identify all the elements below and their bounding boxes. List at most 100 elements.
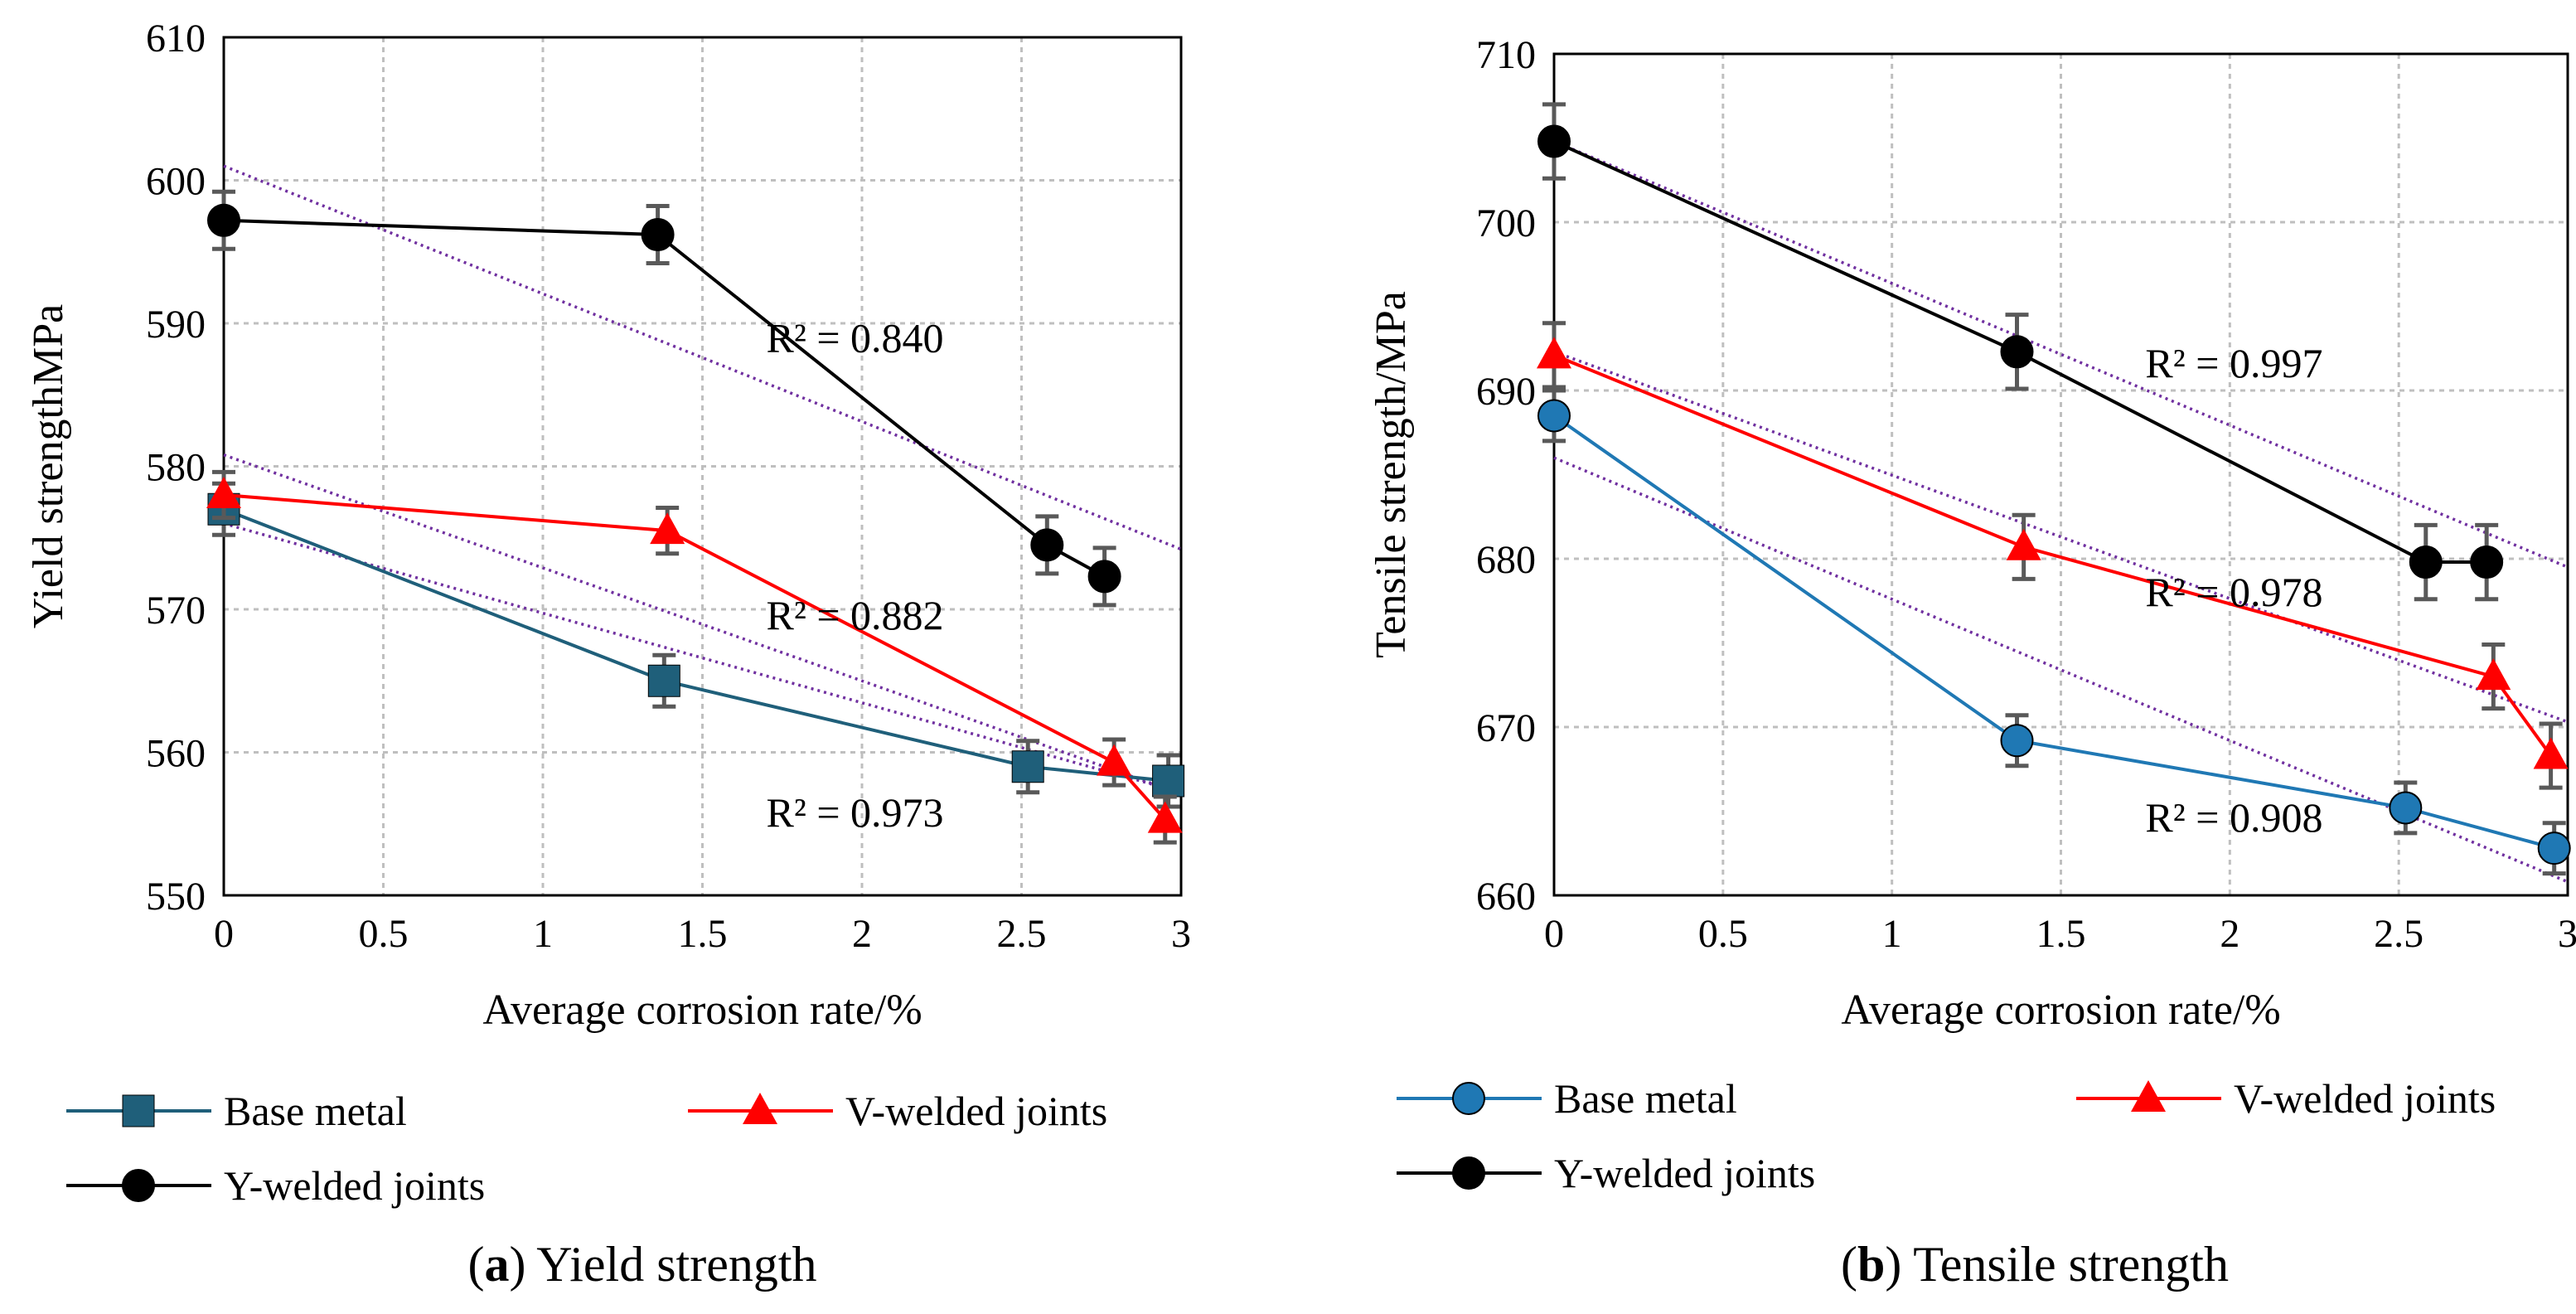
legend-marker [122,1169,155,1202]
data-point [1537,124,1571,158]
series-line [1553,139,2487,565]
data-point [2000,724,2034,758]
data-point [1011,750,1044,783]
legend-item: Base metal [1397,1075,1737,1122]
y-tick-label: 690 [1476,370,1536,414]
plot-frame [222,36,1183,897]
series-line [1552,414,2555,851]
chart-panel-a: 0 0.5 1 1.5 2 2.5 3 550 560 570 580 590 600 610 Averag… [25,17,1191,1292]
caption-paren: ) [509,1237,536,1292]
legend-item: Base metal [66,1088,407,1134]
data-point [2537,832,2571,865]
r-squared-label: R² = 0.973 [767,789,944,836]
legend-marker [122,1094,155,1127]
series-y-welded-joints [207,189,1121,608]
legend-item: Y-welded joints [1397,1150,1815,1196]
x-tick-label: 1.5 [678,912,728,956]
series-line [223,218,1106,579]
r-squared-label: R² = 0.908 [2145,794,2322,841]
data-point [647,664,680,697]
y-tick-label: 680 [1476,538,1536,582]
data-point [1097,744,1132,776]
caption-paren: ( [467,1237,484,1292]
data-point [1030,528,1064,562]
legend-marker [2131,1080,2166,1112]
y-tick-label: 560 [146,732,206,776]
series-v-welded-joints [1537,321,2569,790]
r-squared-label: R² = 0.997 [2145,340,2322,386]
caption-letter: b [1857,1237,1885,1292]
data-point [1087,560,1121,594]
caption-text: Tensile strength [1913,1237,2229,1292]
chart-panel-b: 0 0.5 1 1.5 2 2.5 3 660 670 680 690 700 710 Average c… [1368,33,2576,1292]
data-point [207,203,240,237]
y-tick-label: 710 [1476,33,1536,77]
y-tick-label: 550 [146,875,206,919]
data-point [2533,737,2569,769]
x-tick-label: 0 [1544,912,1564,956]
x-tick-label: 2 [2220,912,2239,956]
data-point [2476,658,2511,691]
trendline [1553,350,2569,724]
data-point [1537,337,1571,369]
panel-caption: (b) Tensile strength [1841,1237,2229,1292]
caption-text: Yield strength [536,1237,816,1292]
data-point [2006,528,2041,560]
y-tick-label: 700 [1476,201,1536,245]
y-tick-label: 670 [1476,706,1536,750]
series-base-metal [1537,388,2571,876]
legend-label: Y-welded joints [224,1162,485,1209]
legend-label: V-welded joints [845,1088,1107,1134]
series-line [1553,353,2553,757]
data-point [2409,545,2443,579]
legend-label: Base metal [224,1088,407,1134]
x-tick-label: 2 [852,912,872,956]
y-axis-title: Yield strengthMPa [25,304,72,628]
series-v-welded-joints [206,469,1183,845]
data-point [2000,335,2034,369]
legend-item: V-welded joints [688,1088,1107,1134]
y-tick-label: 600 [146,160,206,204]
r-squared-label: R² = 0.978 [2145,569,2322,615]
r-squared-label: R² = 0.840 [767,315,944,361]
y-tick-label: 660 [1476,875,1536,919]
y-tick-label: 580 [146,446,206,490]
x-tick-label: 1 [1882,912,1902,956]
y-tick-label: 610 [146,17,206,61]
panel-caption: (a) Yield strength [467,1237,816,1292]
y-axis-title: Tensile strength/MPa [1368,291,1415,658]
data-point [641,218,675,252]
x-tick-label: 3 [2558,912,2576,956]
data-point [1537,399,1571,433]
legend-item: V-welded joints [2076,1075,2496,1122]
legend-marker [743,1093,777,1124]
legend-item: Y-welded joints [66,1162,485,1209]
legend-label: V-welded joints [2234,1075,2496,1122]
series-y-welded-joints [1537,102,2504,602]
series-line [223,493,1167,821]
x-tick-label: 2.5 [2374,912,2423,956]
caption-letter: a [484,1237,509,1292]
caption-paren: ( [1841,1237,1857,1292]
plot-frame [1552,52,2569,897]
data-point [1147,801,1183,833]
x-tick-label: 0.5 [1698,912,1748,956]
data-point [650,512,685,545]
caption-paren: ) [1885,1237,1913,1292]
data-point [1152,764,1185,798]
data-point [2470,545,2504,579]
legend-marker [1452,1082,1485,1115]
data-point [206,477,241,508]
y-tick-label: 570 [146,589,206,633]
r-squared-label: R² = 0.882 [767,592,944,638]
x-tick-label: 3 [1171,912,1191,956]
x-axis-title: Average corrosion rate/% [1841,987,2280,1034]
trendline [1553,139,2569,569]
x-tick-label: 0.5 [359,912,409,956]
x-tick-label: 1.5 [2036,912,2086,956]
x-axis-title: Average corrosion rate/% [482,987,922,1034]
data-point [2389,791,2423,825]
y-tick-label: 590 [146,303,206,347]
legend-label: Y-welded joints [1554,1150,1815,1196]
